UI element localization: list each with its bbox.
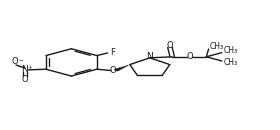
Text: O: O — [186, 52, 193, 61]
Polygon shape — [113, 65, 130, 72]
Text: −: − — [18, 57, 23, 63]
Text: O: O — [11, 57, 18, 66]
Text: O: O — [22, 75, 28, 84]
Text: N: N — [146, 52, 153, 61]
Text: CH₃: CH₃ — [223, 58, 237, 67]
Text: O: O — [110, 66, 116, 75]
Text: +: + — [27, 64, 32, 70]
Text: O: O — [167, 41, 173, 50]
Text: CH₃: CH₃ — [210, 42, 224, 51]
Text: N: N — [22, 65, 28, 74]
Text: CH₃: CH₃ — [223, 46, 237, 55]
Text: F: F — [110, 48, 115, 57]
